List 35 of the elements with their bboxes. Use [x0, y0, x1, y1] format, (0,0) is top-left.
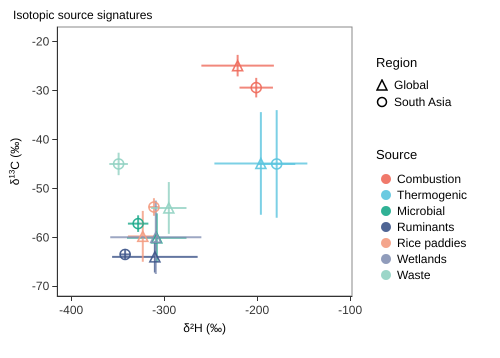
- x-tick-label: -100: [338, 303, 362, 317]
- point: [270, 158, 282, 170]
- legend-label: Ruminants: [397, 220, 454, 234]
- point: [119, 248, 131, 260]
- text: Global: [394, 78, 429, 92]
- point: [149, 251, 161, 263]
- y-tick-label: -30: [32, 84, 50, 98]
- chart-title: Isotopic source signatures: [13, 8, 152, 22]
- point: [112, 158, 124, 170]
- legend-label: Thermogenic: [397, 188, 468, 202]
- text: Source: [376, 147, 418, 162]
- legend-label: Wetlands: [397, 252, 447, 266]
- legend-label: Microbial: [397, 204, 446, 218]
- text: South Asia: [394, 94, 452, 108]
- legend-label: Combustion: [397, 172, 462, 186]
- y-tick-label: -70: [32, 279, 50, 294]
- legend-label: Waste: [397, 268, 431, 282]
- x-tick-label: -400: [59, 303, 84, 317]
- x-tick-label: -200: [245, 303, 270, 317]
- point: [255, 158, 267, 170]
- y-tick-label: -40: [32, 132, 50, 146]
- point: [136, 230, 149, 242]
- point: [232, 60, 244, 72]
- point: [163, 202, 175, 214]
- x-axis-title: δ²H (‰): [183, 321, 226, 335]
- x-tick-label: -300: [152, 303, 176, 317]
- point: [148, 201, 160, 213]
- point: [132, 218, 144, 230]
- legend-label: Rice paddies: [397, 236, 466, 250]
- point: [250, 82, 262, 94]
- y-tick-label: -50: [32, 181, 50, 196]
- y-tick-label: -20: [32, 34, 50, 49]
- y-tick-label: -60: [32, 230, 50, 244]
- text: Region: [376, 55, 418, 70]
- y-axis-title: δ13C (‰): [8, 138, 22, 186]
